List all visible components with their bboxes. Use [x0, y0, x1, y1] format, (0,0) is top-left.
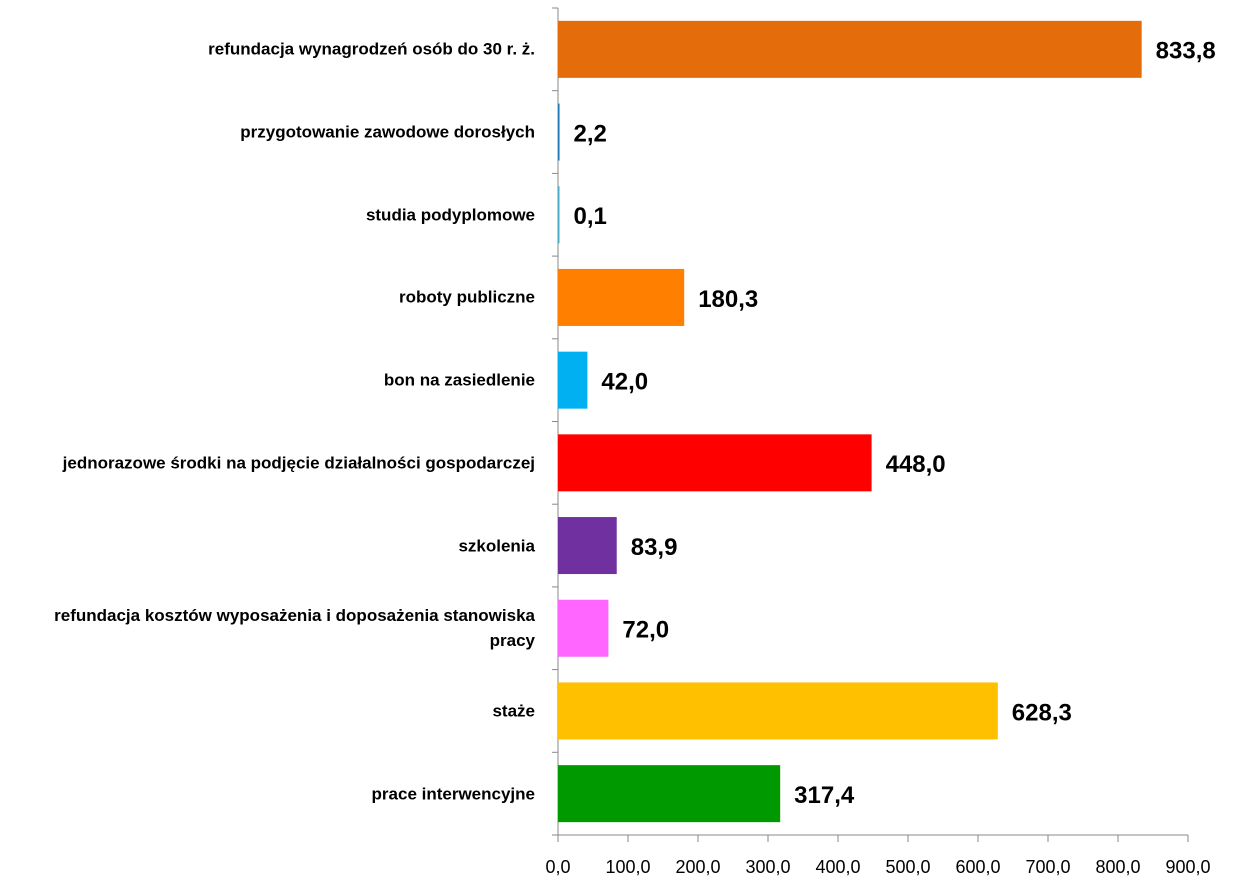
category-label: staże — [492, 701, 535, 721]
value-label: 628,3 — [1012, 699, 1072, 726]
value-label: 2,2 — [574, 120, 607, 147]
value-label: 72,0 — [622, 617, 669, 644]
category-label: prace interwencyjne — [371, 784, 535, 804]
category-label: studia podyplomowe — [365, 205, 535, 225]
bar — [558, 20, 1142, 78]
category-label: jednorazowe środki na podjęcie działalno… — [62, 453, 535, 473]
bar — [558, 599, 609, 657]
value-label: 317,4 — [794, 782, 855, 809]
category-label: refundacja wynagrodzeń osób do 30 r. ż. — [208, 39, 535, 59]
bar — [558, 351, 588, 409]
x-tick-label: 600,0 — [955, 857, 1000, 877]
x-tick-label: 100,0 — [605, 857, 650, 877]
bar — [558, 186, 560, 244]
value-label: 42,0 — [601, 368, 648, 395]
bar — [558, 268, 685, 326]
x-tick-label: 900,0 — [1165, 857, 1210, 877]
category-label: refundacja kosztów wyposażenia i doposaż… — [54, 606, 535, 651]
x-tick-label: 200,0 — [675, 857, 720, 877]
category-label: roboty publiczne — [399, 287, 535, 307]
x-tick-label: 700,0 — [1025, 857, 1070, 877]
bar — [558, 103, 560, 161]
category-label: szkolenia — [458, 536, 535, 556]
bar — [558, 765, 781, 823]
category-label: przygotowanie zawodowe dorosłych — [240, 122, 535, 142]
x-tick-label: 400,0 — [815, 857, 860, 877]
category-label: bon na zasiedlenie — [383, 370, 535, 390]
value-label: 448,0 — [886, 451, 946, 478]
value-label: 833,8 — [1156, 38, 1216, 65]
x-tick-label: 800,0 — [1095, 857, 1140, 877]
bar — [558, 517, 617, 575]
x-tick-label: 0,0 — [545, 857, 570, 877]
bar — [558, 434, 872, 492]
bar — [558, 682, 998, 740]
x-tick-label: 500,0 — [885, 857, 930, 877]
value-label: 180,3 — [698, 286, 758, 313]
value-label: 0,1 — [574, 203, 607, 230]
x-tick-label: 300,0 — [745, 857, 790, 877]
value-label: 83,9 — [631, 534, 678, 561]
